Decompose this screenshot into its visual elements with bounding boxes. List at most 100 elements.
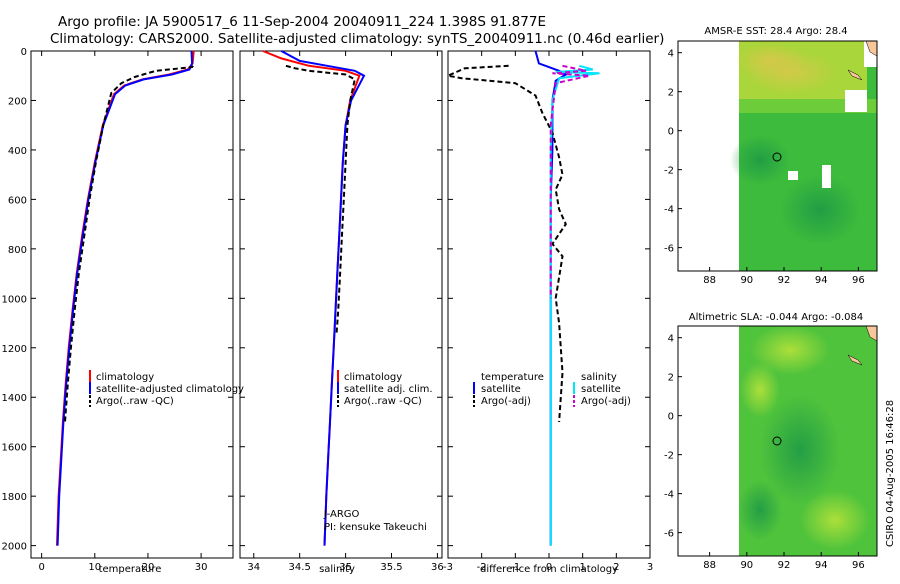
salinity-plot-layer: 34 34.5 35 35.5 36 xyxy=(240,50,444,573)
temperature-axis-label: temperature xyxy=(99,564,162,575)
series-line-argo-raw-qc- xyxy=(64,65,194,423)
y-tick-label: 1600 xyxy=(2,443,27,454)
island xyxy=(847,69,863,81)
x-tick-label: 2 xyxy=(613,562,619,573)
map-x-tick-label: 90 xyxy=(740,275,753,286)
x-tick-label: 36 xyxy=(431,562,444,573)
series-line-salinity-satellite xyxy=(549,64,600,546)
timestamp-stamp: CSIRO 04-Aug-2005 16:46:28 xyxy=(885,400,896,547)
sla-low-patch xyxy=(760,395,840,505)
temperature-legend: climatology satellite-adjusted climatolo… xyxy=(89,370,244,407)
sla-low-patch xyxy=(738,480,782,540)
y-tick-label: 800 xyxy=(8,245,27,256)
x-tick-label: 20 xyxy=(142,562,155,573)
legend-label-temp-satellite: satellite xyxy=(481,384,521,395)
y-tick-label: 600 xyxy=(8,195,27,206)
y-tick-label: 0 xyxy=(21,47,27,58)
salinity-axis-label: salinity xyxy=(319,564,355,575)
map-x-tick-label: 96 xyxy=(852,275,865,286)
difference-plot-layer: -3 -2 -1 0 1 2 3 xyxy=(443,50,653,573)
difference-axis-label: difference from climatology xyxy=(480,564,618,575)
sst-missing-data xyxy=(845,90,867,112)
map-x-tick-label: 90 xyxy=(740,560,753,571)
sla-high-patch xyxy=(800,490,870,550)
map-y-tick-label: 4 xyxy=(668,334,674,345)
argo-float-marker xyxy=(772,152,782,162)
x-tick-label: 0 xyxy=(546,562,552,573)
y-tick-label: 2000 xyxy=(2,542,27,553)
x-tick-label: 35.5 xyxy=(380,562,402,573)
legend-label-argo: Argo(..raw -QC) xyxy=(96,396,174,407)
map-y-tick-label: 4 xyxy=(668,49,674,60)
sla-map xyxy=(677,325,878,557)
sst-map xyxy=(677,40,878,272)
legend-label-climatology: climatology xyxy=(344,372,402,383)
map-x-tick-label: 96 xyxy=(852,560,865,571)
map-y-tick-label: 0 xyxy=(668,127,674,138)
x-tick-label: 1 xyxy=(579,562,585,573)
map-x-tick-label: 88 xyxy=(703,275,716,286)
x-tick-label: 30 xyxy=(195,562,208,573)
x-tick-label: 35 xyxy=(339,562,352,573)
y-tick-label: 200 xyxy=(8,96,27,107)
agency-label: J-ARGO xyxy=(323,509,360,520)
legend-label-sal-argo: Argo(-adj) xyxy=(581,396,631,407)
map-frame xyxy=(677,325,878,557)
map-y-tick-label: -6 xyxy=(664,529,674,540)
map-x-tick-label: 92 xyxy=(778,275,791,286)
temperature-plot-layer: 0 10 20 30 0 200 400 600 800 1000 1200 1400 1600 1800… xyxy=(2,47,233,573)
map-y-tick-label: 2 xyxy=(668,88,674,99)
sst-missing-data xyxy=(822,165,831,188)
sst-warm-patch xyxy=(735,42,805,78)
header-line-2: Climatology: CARS2000. Satellite-adjuste… xyxy=(50,31,664,47)
sla-high-patch xyxy=(740,362,780,418)
map-x-tick-label: 94 xyxy=(815,275,828,286)
y-tick-label: 1400 xyxy=(2,393,27,404)
map-y-tick-label: -2 xyxy=(664,451,674,462)
map-x-tick-label: 92 xyxy=(778,560,791,571)
legend-label-sal-satellite: satellite xyxy=(581,384,621,395)
map-x-tick-label: 94 xyxy=(815,560,828,571)
y-tick-label: 1000 xyxy=(2,294,27,305)
map-y-tick-label: -4 xyxy=(664,490,674,501)
salinity-legend: climatology satellite adj. clim. Argo(..… xyxy=(323,370,433,533)
x-tick-label: 34.5 xyxy=(289,562,311,573)
x-tick-label: 0 xyxy=(38,562,44,573)
map-axes: 88 90 92 94 96 -6 -4 -2 0 2 4 88 90 92 94 96 -6 -4 -2 0 2 4 xyxy=(664,49,865,571)
salinity-panel-frame xyxy=(239,50,443,559)
legend-label-climatology: climatology xyxy=(96,372,154,383)
legend-label-temp-argo: Argo(-adj) xyxy=(481,396,531,407)
legend-heading-temperature: temperature xyxy=(481,372,544,383)
map-y-tick-label: -4 xyxy=(664,205,674,216)
map-x-tick-label: 88 xyxy=(703,560,716,571)
temperature-panel-frame xyxy=(30,50,234,559)
series-line-satellite-adj-clim- xyxy=(280,50,366,546)
header-line-1: Argo profile: JA 5900517_6 11-Sep-2004 2… xyxy=(58,14,546,30)
sst-transition xyxy=(739,99,877,113)
y-tick-label: 400 xyxy=(8,146,27,157)
pi-label: PI: kensuke Takeuchi xyxy=(324,522,427,533)
legend-label-satellite-adj: satellite adj. clim. xyxy=(344,384,433,395)
x-tick-label: -1 xyxy=(510,562,520,573)
argo-float-marker xyxy=(772,436,782,446)
y-tick-label: 1200 xyxy=(2,344,27,355)
x-tick-label: 10 xyxy=(88,562,101,573)
sla-high-patch xyxy=(750,325,830,375)
x-tick-label: 3 xyxy=(647,562,653,573)
y-tick-label: 1800 xyxy=(2,492,27,503)
legend-label-argo: Argo(..raw -QC) xyxy=(344,396,422,407)
sla-map-title: Altimetric SLA: -0.044 Argo: -0.084 xyxy=(689,312,864,323)
series-line-salinity-argo-adj- xyxy=(549,64,590,299)
sst-cool-patch xyxy=(780,175,860,245)
map-frame xyxy=(677,40,878,272)
sst-map-title: AMSR-E SST: 28.4 Argo: 28.4 xyxy=(704,26,847,37)
map-y-tick-label: 0 xyxy=(668,412,674,423)
island xyxy=(847,354,863,366)
legend-heading-salinity: salinity xyxy=(581,372,617,383)
series-line-argo-raw-qc- xyxy=(285,64,356,336)
map-y-tick-label: -2 xyxy=(664,166,674,177)
series-line-satellite-adjusted-climatology xyxy=(56,50,194,546)
map-y-tick-label: 2 xyxy=(668,373,674,384)
x-tick-label: -3 xyxy=(443,562,453,573)
